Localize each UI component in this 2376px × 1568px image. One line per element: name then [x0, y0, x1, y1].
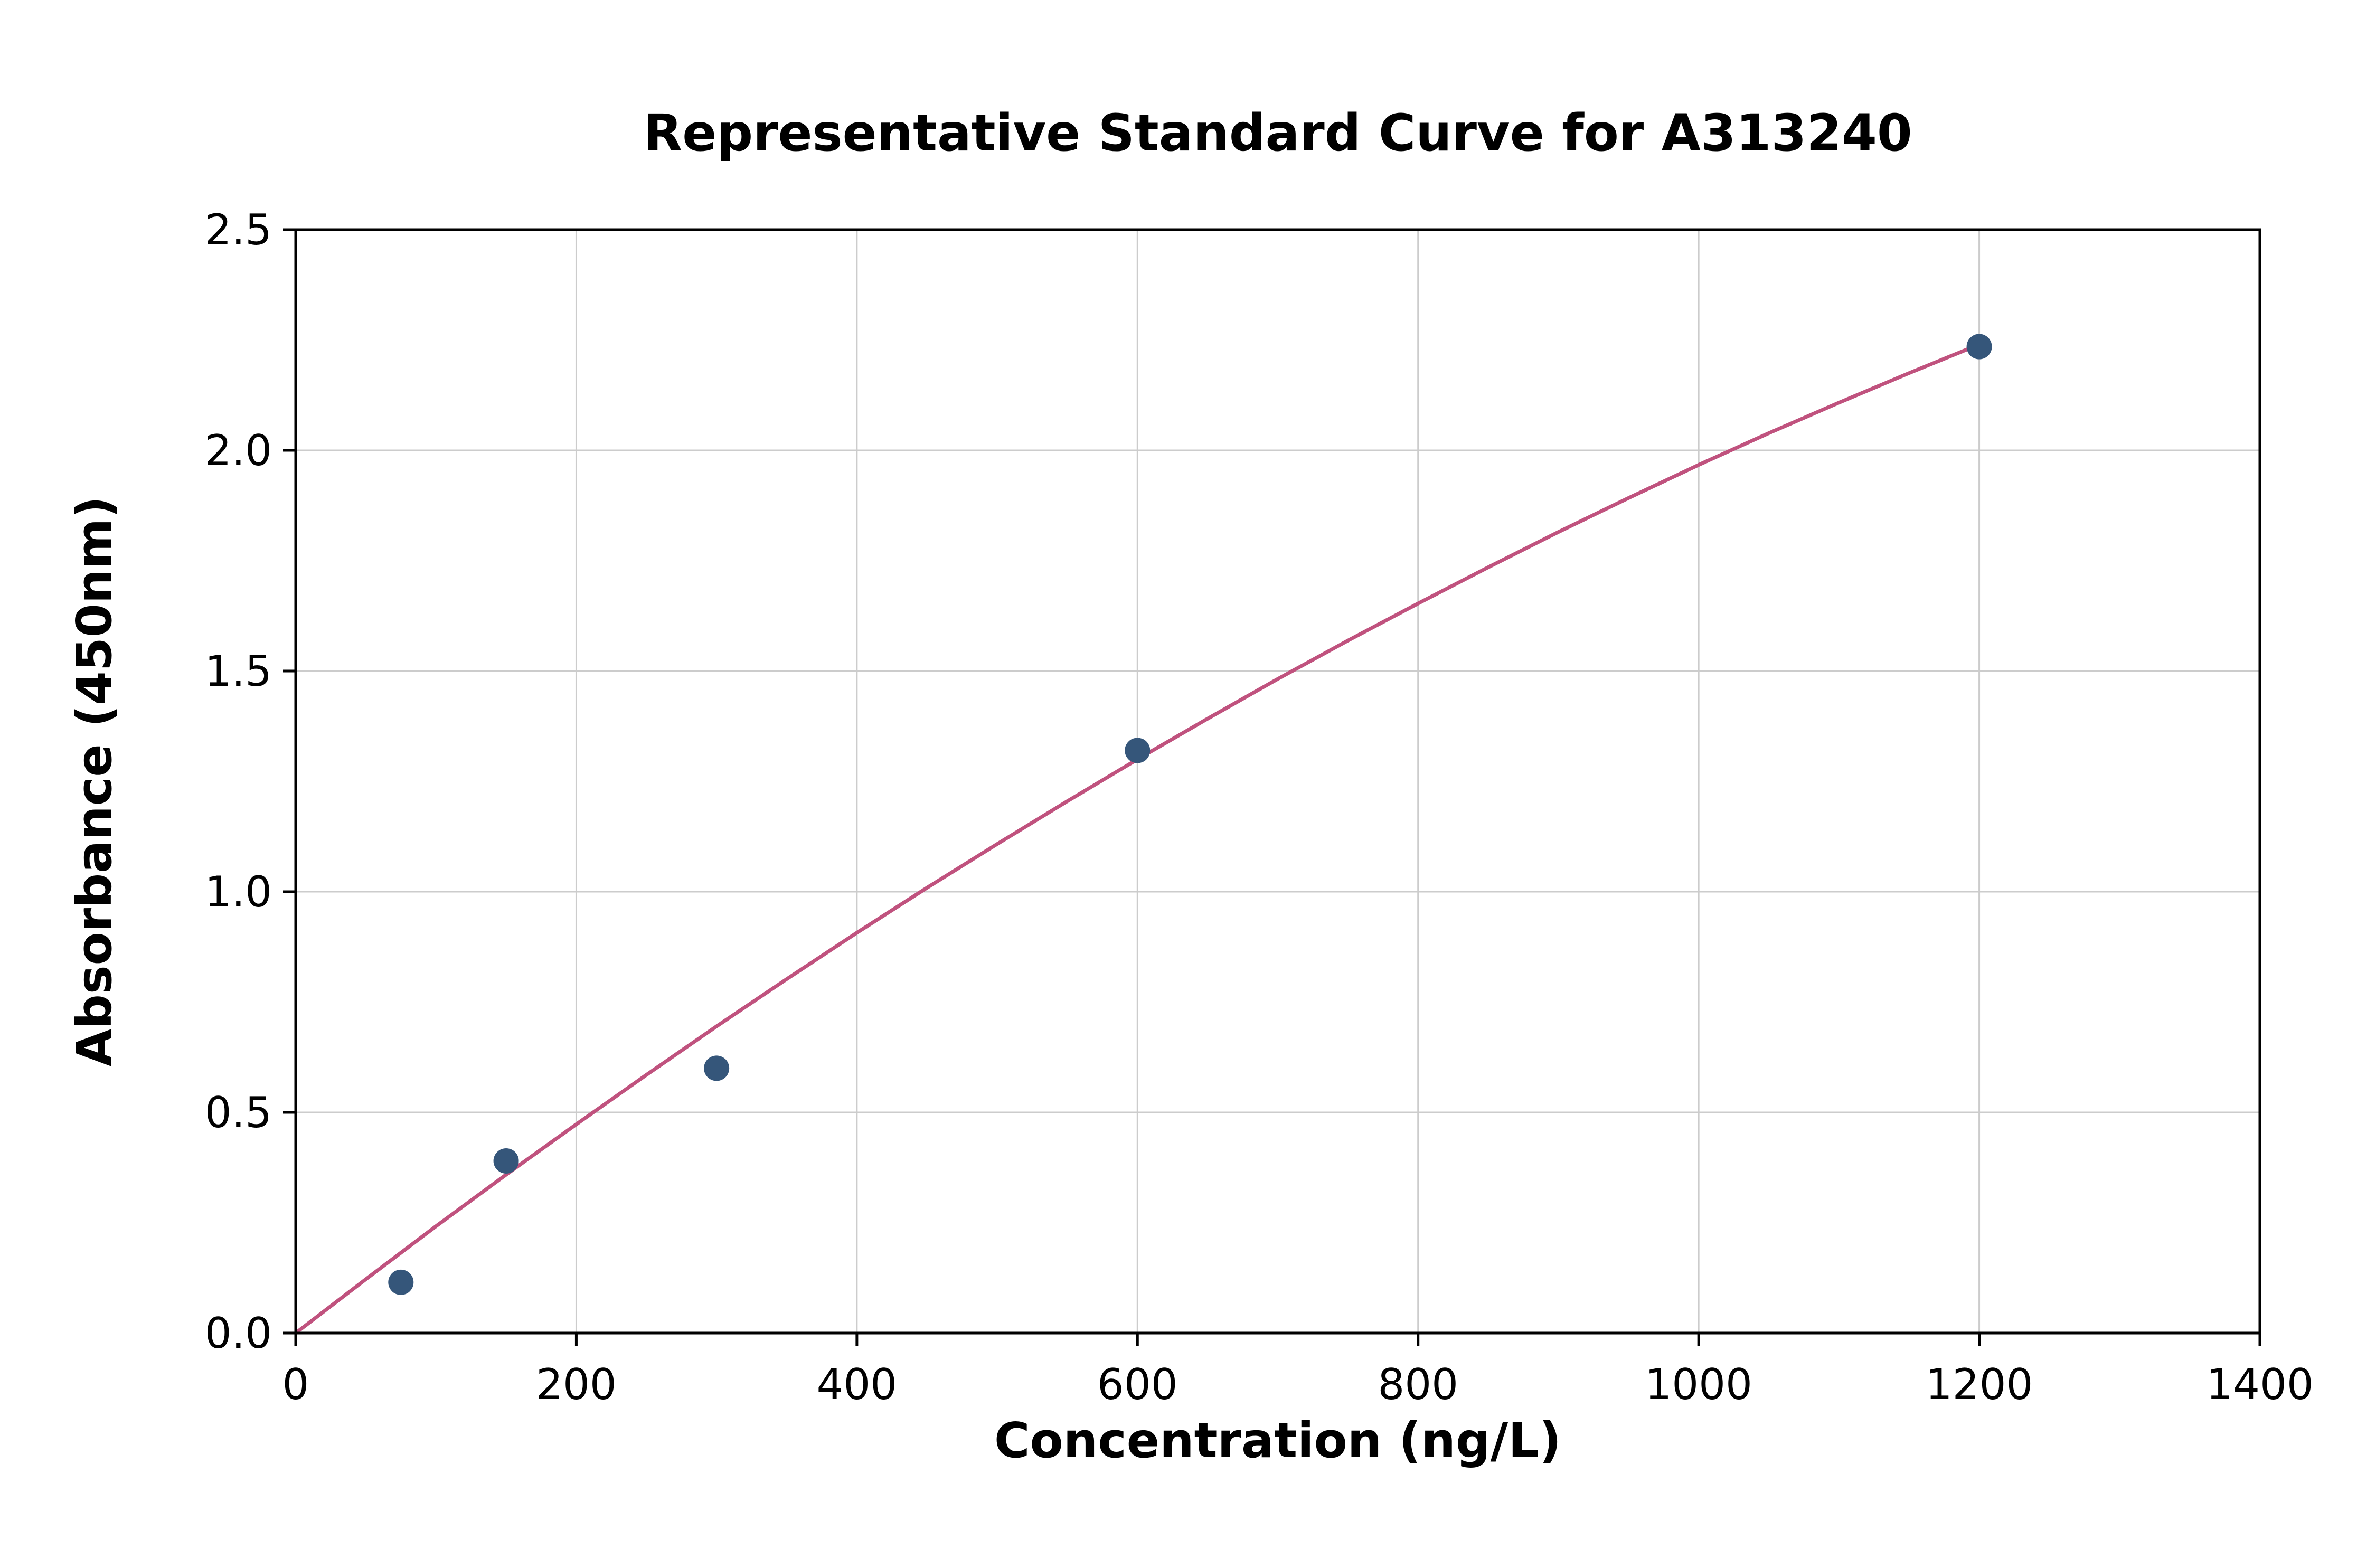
x-tick-label: 0 — [282, 1360, 309, 1409]
x-axis-label: Concentration (ng/L) — [994, 1412, 1561, 1469]
y-tick-label: 2.0 — [205, 426, 272, 475]
data-point — [1966, 334, 1992, 360]
x-tick-label: 1000 — [1645, 1360, 1752, 1409]
grid-lines — [296, 230, 2260, 1333]
x-tick-label: 400 — [817, 1360, 898, 1409]
data-point — [388, 1269, 414, 1295]
x-tick-label: 800 — [1378, 1360, 1458, 1409]
y-tick-label: 1.5 — [205, 647, 272, 696]
x-tick-label: 1200 — [1926, 1360, 2033, 1409]
y-axis-label: Absorbance (450nm) — [66, 496, 122, 1066]
data-point — [493, 1148, 519, 1174]
axis-ticks — [283, 228, 2261, 1346]
tick-labels: 0 200 400 600 800 1000 1200 1400 0.0 0.5 1.0 1.5 2.0… — [205, 205, 2314, 1409]
y-tick-label: 0.0 — [205, 1309, 272, 1358]
chart-title: Representative Standard Curve for A31324… — [643, 103, 1912, 163]
x-tick-label: 200 — [536, 1360, 617, 1409]
x-tick-label: 1400 — [2206, 1360, 2314, 1409]
plot-border — [294, 228, 2261, 1335]
data-points — [388, 334, 1992, 1295]
y-tick-label: 2.5 — [205, 205, 272, 254]
y-tick-label: 1.0 — [205, 867, 272, 917]
y-tick-label: 0.5 — [205, 1088, 272, 1137]
data-point — [704, 1055, 730, 1081]
x-tick-label: 600 — [1097, 1360, 1178, 1409]
data-point — [1125, 738, 1151, 763]
